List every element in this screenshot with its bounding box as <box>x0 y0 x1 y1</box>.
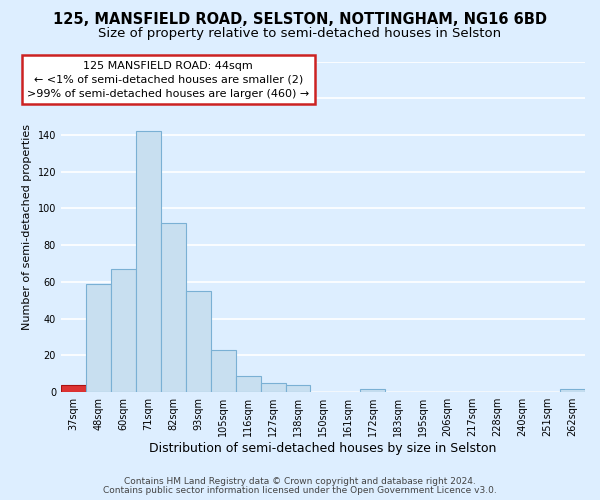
Bar <box>61 385 86 392</box>
Y-axis label: Number of semi-detached properties: Number of semi-detached properties <box>22 124 32 330</box>
Bar <box>560 388 585 392</box>
Bar <box>86 284 111 392</box>
Bar <box>361 388 385 392</box>
Bar <box>211 350 236 392</box>
Bar <box>161 223 185 392</box>
Bar <box>136 132 161 392</box>
X-axis label: Distribution of semi-detached houses by size in Selston: Distribution of semi-detached houses by … <box>149 442 497 455</box>
Bar <box>111 269 136 392</box>
Text: Contains public sector information licensed under the Open Government Licence v3: Contains public sector information licen… <box>103 486 497 495</box>
Bar <box>236 376 260 392</box>
Bar <box>260 383 286 392</box>
Text: Contains HM Land Registry data © Crown copyright and database right 2024.: Contains HM Land Registry data © Crown c… <box>124 477 476 486</box>
Bar <box>185 291 211 392</box>
Text: 125 MANSFIELD ROAD: 44sqm
← <1% of semi-detached houses are smaller (2)
>99% of : 125 MANSFIELD ROAD: 44sqm ← <1% of semi-… <box>27 61 310 99</box>
Text: Size of property relative to semi-detached houses in Selston: Size of property relative to semi-detach… <box>98 28 502 40</box>
Bar <box>286 385 310 392</box>
Text: 125, MANSFIELD ROAD, SELSTON, NOTTINGHAM, NG16 6BD: 125, MANSFIELD ROAD, SELSTON, NOTTINGHAM… <box>53 12 547 28</box>
